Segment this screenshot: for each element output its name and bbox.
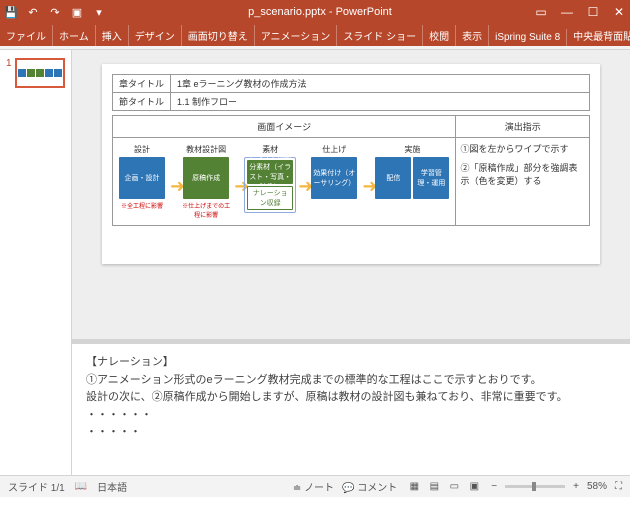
tab-insert[interactable]: 挿入 <box>96 25 129 46</box>
section-label: 節タイトル <box>113 93 171 111</box>
col-image-head: 画面イメージ <box>113 116 456 138</box>
stage-1: 設計 企画・設計 ※全工程に影響 <box>117 144 167 210</box>
sorter-view-icon[interactable]: ▤ <box>425 479 443 495</box>
fit-to-window-icon[interactable]: ⛶ <box>615 481 622 492</box>
reading-view-icon[interactable]: ▭ <box>445 479 463 495</box>
stage-5-box1: 配信 <box>375 157 411 199</box>
stage-2: 教材設計図 原稿作成 ※仕上げまでの工程に影響 <box>181 144 231 219</box>
arrow-icon: ➜ <box>234 176 242 197</box>
ribbon-options-icon[interactable]: ▭ <box>534 5 548 19</box>
tab-view[interactable]: 表示 <box>456 25 489 46</box>
title-bar: 💾 ↶ ↷ ▣ ▾ p_scenario.pptx - PowerPoint ▭… <box>0 0 630 24</box>
maximize-icon[interactable]: ☐ <box>586 5 600 19</box>
tab-home[interactable]: ホーム <box>53 25 96 46</box>
zoom-out-icon[interactable]: − <box>491 481 497 492</box>
arrow-icon: ➜ <box>170 176 178 197</box>
stage-2-box: 原稿作成 <box>183 157 229 199</box>
stage-4-label: 仕上げ <box>322 144 346 155</box>
notes-pane[interactable]: 【ナレーション】 ①アニメーション形式のeラーニング教材完成までの標準的な工程は… <box>72 343 630 475</box>
section-value: 1.1 制作フロー <box>171 93 590 111</box>
spellcheck-icon[interactable]: 📖 <box>75 481 87 492</box>
direction-1: ①図を左からワイプで示す <box>460 142 585 155</box>
direction-2: ②「原稿作成」部分を強調表示（色を変更）する <box>460 161 585 187</box>
tab-animations[interactable]: アニメーション <box>255 25 338 46</box>
stage-2-note: ※仕上げまでの工程に影響 <box>181 201 231 219</box>
minimize-icon[interactable]: — <box>560 5 574 19</box>
tab-ispring[interactable]: iSpring Suite 8 <box>489 29 567 46</box>
stage-5-box2: 学習管理・運用 <box>413 157 449 199</box>
notes-line: ・・・・・・ <box>86 407 616 425</box>
stage-4: 仕上げ 効果付け（オーサリング） <box>309 144 359 199</box>
tab-file[interactable]: ファイル <box>0 25 53 46</box>
slide-area: 章タイトル1章 eラーニング教材の作成方法 節タイトル1.1 制作フロー 画面イ… <box>72 50 630 475</box>
thumbnail-panel: 1 <box>0 50 72 475</box>
language-indicator[interactable]: 日本語 <box>97 479 127 494</box>
layout-table: 画面イメージ 演出指示 設計 企画・設計 ※全工程に影響 ➜ <box>112 115 590 226</box>
start-slideshow-icon[interactable]: ▣ <box>70 5 84 19</box>
direction-cell: ①図を左からワイプで示す ②「原稿作成」部分を強調表示（色を変更）する <box>456 138 590 226</box>
stage-1-note: ※全工程に影響 <box>121 201 163 210</box>
window-title: p_scenario.pptx - PowerPoint <box>106 6 534 18</box>
slide-canvas[interactable]: 章タイトル1章 eラーニング教材の作成方法 節タイトル1.1 制作フロー 画面イ… <box>72 50 630 339</box>
tab-addin1[interactable]: 中央最背面貼りA <box>567 25 630 46</box>
stage-1-label: 設計 <box>134 144 150 155</box>
arrow-icon: ➜ <box>362 176 370 197</box>
notes-title: 【ナレーション】 <box>86 354 616 372</box>
zoom-in-icon[interactable]: + <box>573 481 579 492</box>
undo-icon[interactable]: ↶ <box>26 5 40 19</box>
status-bar: スライド 1/1 📖 日本語 ≐ ノート 💬 コメント ▦ ▤ ▭ ▣ − + … <box>0 475 630 497</box>
stage-3-box1: ビジュアル部分素材（イラスト・写真・映像） <box>247 160 293 184</box>
chapter-value: 1章 eラーニング教材の作成方法 <box>171 75 590 93</box>
notes-line: 設計の次に、②原稿作成から開始しますが、原稿は教材の設計図も兼ねており、非常に重… <box>86 389 616 407</box>
stage-3: 素材 ビジュアル部分素材（イラスト・写真・映像） ナレーション収録 <box>245 144 295 213</box>
stage-3-box2: ナレーション収録 <box>247 186 293 210</box>
slide-thumbnail[interactable] <box>15 58 65 88</box>
comments-btn-label: コメント <box>357 483 397 494</box>
slide-counter[interactable]: スライド 1/1 <box>8 479 65 494</box>
stage-4-box: 効果付け（オーサリング） <box>311 157 357 199</box>
close-icon[interactable]: ✕ <box>612 5 626 19</box>
stage-1-box: 企画・設計 <box>119 157 165 199</box>
stage-2-label: 教材設計図 <box>186 144 226 155</box>
save-icon[interactable]: 💾 <box>4 5 18 19</box>
normal-view-icon[interactable]: ▦ <box>405 479 423 495</box>
col-direction-head: 演出指示 <box>456 116 590 138</box>
view-buttons: ▦ ▤ ▭ ▣ <box>405 479 483 495</box>
qat-more-icon[interactable]: ▾ <box>92 5 106 19</box>
notes-btn-label: ノート <box>304 483 334 494</box>
zoom-slider[interactable] <box>505 485 565 488</box>
notes-toggle[interactable]: ≐ ノート <box>293 479 334 494</box>
tab-design[interactable]: デザイン <box>129 25 182 46</box>
comments-toggle[interactable]: 💬 コメント <box>342 479 397 494</box>
arrow-icon: ➜ <box>298 176 306 197</box>
thumb-number: 1 <box>6 58 12 88</box>
tab-review[interactable]: 校閲 <box>423 25 456 46</box>
notes-line: ①アニメーション形式のeラーニング教材完成までの標準的な工程はここで示すとおりで… <box>86 372 616 390</box>
tab-slideshow[interactable]: スライド ショー <box>337 25 423 46</box>
redo-icon[interactable]: ↷ <box>48 5 62 19</box>
stage-5: 実施 配信 学習管理・運用 <box>373 144 451 199</box>
window-controls: ▭ — ☐ ✕ <box>534 5 626 19</box>
meta-table: 章タイトル1章 eラーニング教材の作成方法 節タイトル1.1 制作フロー <box>112 74 590 111</box>
chapter-label: 章タイトル <box>113 75 171 93</box>
notes-line: ・・・・・ <box>86 424 616 442</box>
slide[interactable]: 章タイトル1章 eラーニング教材の作成方法 節タイトル1.1 制作フロー 画面イ… <box>102 64 600 264</box>
zoom-level[interactable]: 58% <box>587 481 607 492</box>
image-cell: 設計 企画・設計 ※全工程に影響 ➜ 教材設計図 原稿作成 ※仕上げまでの工程に… <box>113 138 456 226</box>
main-area: 1 章タイトル1章 eラーニング教材の作成方法 節タイトル1.1 制作フロー 画… <box>0 50 630 475</box>
ribbon-tabs: ファイル ホーム 挿入 デザイン 画面切り替え アニメーション スライド ショー… <box>0 24 630 46</box>
stage-5-label: 実施 <box>404 144 420 155</box>
slideshow-view-icon[interactable]: ▣ <box>465 479 483 495</box>
tab-transitions[interactable]: 画面切り替え <box>182 25 255 46</box>
quick-access-toolbar: 💾 ↶ ↷ ▣ ▾ <box>4 5 106 19</box>
